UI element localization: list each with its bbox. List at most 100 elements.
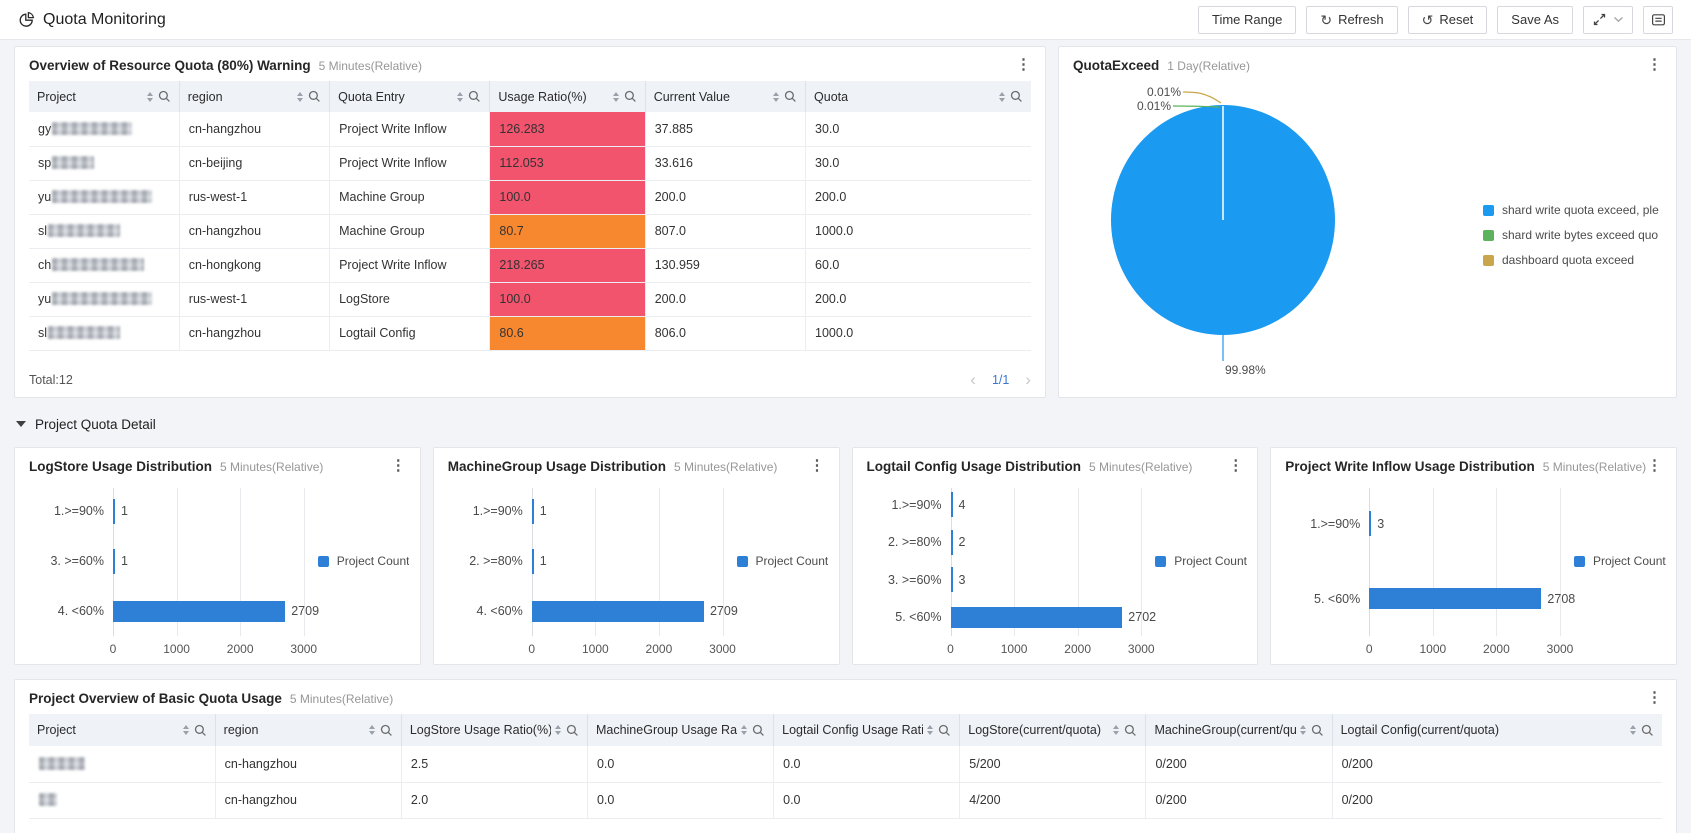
legend-swatch bbox=[737, 556, 748, 567]
sort-icon[interactable] bbox=[999, 92, 1005, 102]
pie-leader-green bbox=[1173, 106, 1219, 107]
sort-icon[interactable] bbox=[1113, 725, 1119, 735]
bar-category-label: 1.>=90% bbox=[473, 504, 523, 518]
search-icon[interactable] bbox=[1641, 724, 1654, 737]
bar-chart: 1.>=90%2. >=80%4. <60%112709Project Coun… bbox=[434, 480, 839, 664]
column-header-logstore-cq: LogStore(current/quota) bbox=[960, 714, 1146, 746]
sort-icon[interactable] bbox=[1630, 725, 1636, 735]
logstore-ratio-cell: 2.5 bbox=[401, 746, 587, 782]
search-icon[interactable] bbox=[380, 724, 393, 737]
quota-entry-cell: Machine Group bbox=[330, 214, 490, 248]
search-icon[interactable] bbox=[308, 90, 321, 103]
previous-page-icon[interactable]: ‹ bbox=[970, 371, 976, 388]
table-row: ch cn-hongkong Project Write Inflow 218.… bbox=[29, 248, 1031, 282]
fullscreen-button[interactable] bbox=[1583, 6, 1633, 34]
search-icon[interactable] bbox=[1311, 724, 1324, 737]
page-indicator: 1/1 bbox=[992, 373, 1009, 387]
panel-title: Logtail Config Usage Distribution bbox=[867, 459, 1082, 474]
legend-item[interactable]: Project Count bbox=[1574, 554, 1666, 568]
redacted-project-name bbox=[39, 757, 85, 770]
sort-icon[interactable] bbox=[1300, 725, 1306, 735]
quota-exceed-panel: QuotaExceed 1 Day(Relative) ⋮ 0.01% 0.01… bbox=[1058, 46, 1677, 398]
quota-entry-cell: Machine Group bbox=[330, 180, 490, 214]
pie-chart-app-icon bbox=[18, 11, 35, 28]
x-axis-tick-label: 0 bbox=[110, 642, 117, 656]
search-icon[interactable] bbox=[1010, 90, 1023, 103]
logtail-ratio-cell: 0.0 bbox=[774, 746, 960, 782]
more-menu-icon[interactable]: ⋮ bbox=[1224, 456, 1247, 475]
bar bbox=[532, 499, 534, 524]
legend-item[interactable]: Project Count bbox=[737, 554, 829, 568]
search-icon[interactable] bbox=[1124, 724, 1137, 737]
logstore-cq-cell: 4/200 bbox=[960, 782, 1146, 818]
bar-value-label: 2709 bbox=[291, 604, 319, 618]
legend-item[interactable]: shard write quota exceed, ple bbox=[1483, 203, 1666, 217]
legend-swatch bbox=[1483, 205, 1494, 216]
bar-category-label: 1.>=90% bbox=[1310, 517, 1360, 531]
quota-cell: 30.0 bbox=[806, 112, 1031, 146]
legend-item[interactable]: dashboard quota exceed bbox=[1483, 253, 1666, 267]
search-icon[interactable] bbox=[752, 724, 765, 737]
more-menu-icon[interactable]: ⋮ bbox=[1012, 55, 1035, 74]
search-icon[interactable] bbox=[158, 90, 171, 103]
legend-item[interactable]: Project Count bbox=[1155, 554, 1247, 568]
more-menu-icon[interactable]: ⋮ bbox=[1643, 456, 1666, 475]
more-menu-icon[interactable]: ⋮ bbox=[387, 456, 410, 475]
fullscreen-expand-icon bbox=[1592, 12, 1607, 27]
sort-icon[interactable] bbox=[297, 92, 303, 102]
pie-chart: 0.01% 0.01% 99.98% bbox=[1073, 79, 1373, 391]
sort-icon[interactable] bbox=[147, 92, 153, 102]
pagination: ‹ 1/1 › bbox=[970, 371, 1031, 388]
section-project-quota-detail[interactable]: Project Quota Detail bbox=[16, 413, 1675, 435]
column-header-machinegroup-cq: MachineGroup(current/quota) bbox=[1146, 714, 1332, 746]
project-cell: sl bbox=[29, 316, 179, 350]
bar-category-label: 2. >=80% bbox=[469, 554, 523, 568]
bar-category-label: 3. >=60% bbox=[888, 573, 942, 587]
search-icon[interactable] bbox=[194, 724, 207, 737]
panel-time-range-label: 5 Minutes(Relative) bbox=[319, 59, 422, 73]
logtail-cq-cell: 0/200 bbox=[1332, 746, 1662, 782]
usage-ratio-cell: 126.283 bbox=[490, 112, 645, 146]
column-header-current-value: Current Value bbox=[645, 81, 805, 112]
legend-item[interactable]: shard write bytes exceed quo bbox=[1483, 228, 1666, 242]
more-menu-icon[interactable]: ⋮ bbox=[806, 456, 829, 475]
reset-button[interactable]: ↺ Reset bbox=[1408, 6, 1488, 34]
more-menu-icon[interactable]: ⋮ bbox=[1643, 688, 1666, 707]
time-range-button[interactable]: Time Range bbox=[1198, 6, 1296, 34]
sort-icon[interactable] bbox=[741, 725, 747, 735]
current-value-cell: 806.0 bbox=[645, 316, 805, 350]
logtail-config-distribution-panel: Logtail Config Usage Distribution 5 Minu… bbox=[852, 447, 1259, 665]
project-cell: yu bbox=[29, 180, 179, 214]
search-icon[interactable] bbox=[566, 724, 579, 737]
redacted-project-name bbox=[52, 292, 152, 305]
project-cell bbox=[29, 746, 215, 782]
comment-button[interactable] bbox=[1643, 6, 1673, 34]
legend-item[interactable]: Project Count bbox=[318, 554, 410, 568]
more-menu-icon[interactable]: ⋮ bbox=[1643, 55, 1666, 74]
search-icon[interactable] bbox=[938, 724, 951, 737]
refresh-button[interactable]: ↻ Refresh bbox=[1306, 6, 1397, 34]
bar-chart: 1.>=90%5. <60%32708Project Count01000200… bbox=[1271, 480, 1676, 664]
chevron-down-icon[interactable] bbox=[1613, 16, 1624, 23]
sort-icon[interactable] bbox=[613, 92, 619, 102]
save-as-button[interactable]: Save As bbox=[1497, 6, 1573, 34]
sort-icon[interactable] bbox=[555, 725, 561, 735]
sort-icon[interactable] bbox=[457, 92, 463, 102]
sort-icon[interactable] bbox=[369, 725, 375, 735]
legend-swatch bbox=[1574, 556, 1585, 567]
sort-icon[interactable] bbox=[927, 725, 933, 735]
usage-ratio-cell: 80.7 bbox=[490, 214, 645, 248]
pie-label-top2: 0.01% bbox=[1137, 99, 1171, 113]
search-icon[interactable] bbox=[624, 90, 637, 103]
search-icon[interactable] bbox=[468, 90, 481, 103]
next-page-icon[interactable]: › bbox=[1025, 371, 1031, 388]
bar-value-label: 1 bbox=[121, 554, 128, 568]
bar bbox=[113, 499, 115, 524]
search-icon[interactable] bbox=[784, 90, 797, 103]
bar-value-label: 2709 bbox=[710, 604, 738, 618]
sort-icon[interactable] bbox=[183, 725, 189, 735]
panel-time-range-label: 5 Minutes(Relative) bbox=[1543, 460, 1646, 474]
quota-entry-cell: Project Write Inflow bbox=[330, 146, 490, 180]
sort-icon[interactable] bbox=[773, 92, 779, 102]
bar-category-label: 1.>=90% bbox=[891, 498, 941, 512]
